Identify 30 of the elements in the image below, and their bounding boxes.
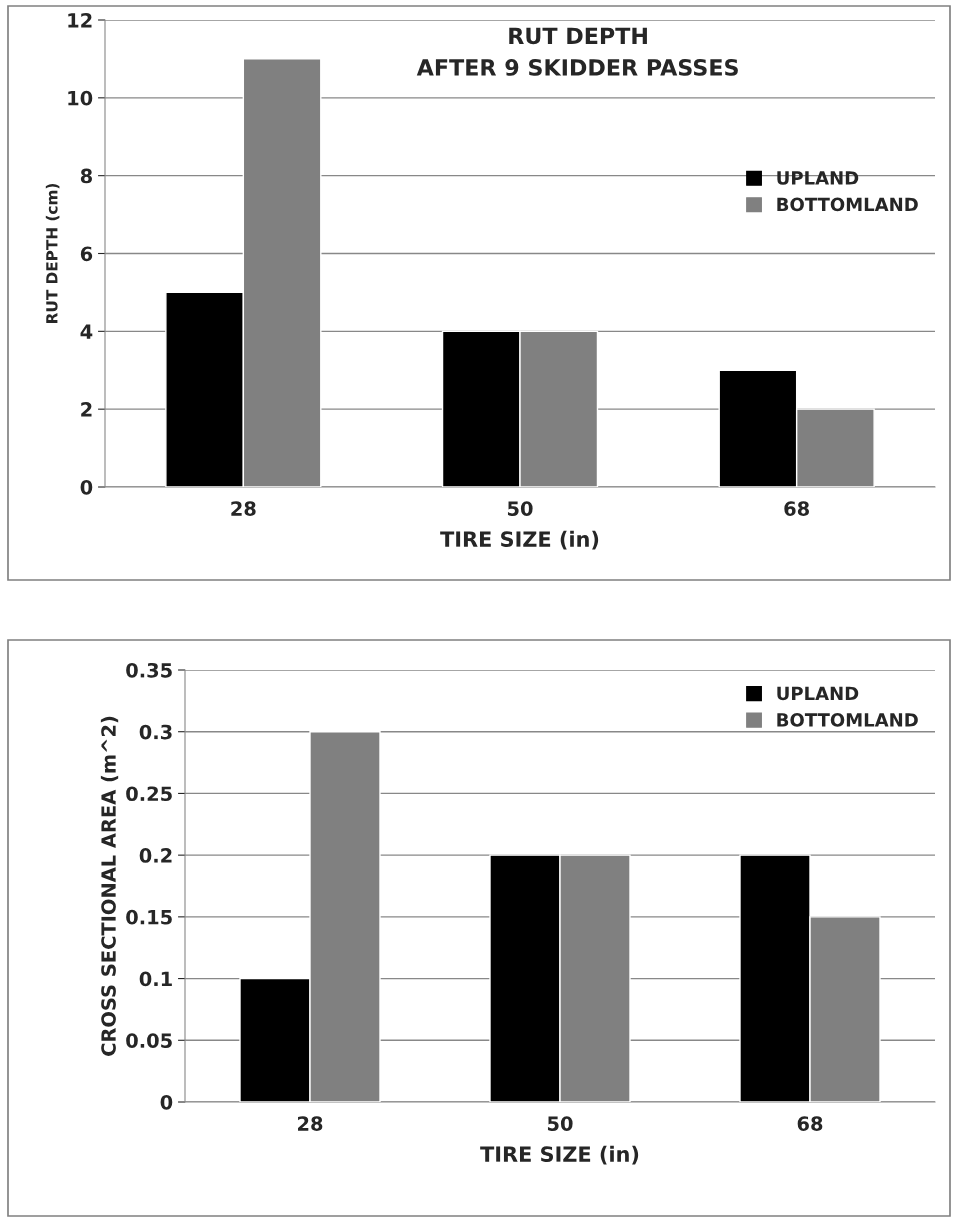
text: RUT DEPTH AFTER 9 SKIDDER PASSES <box>416 27 738 76</box>
x-tick-label: 50 <box>507 501 533 516</box>
legend-label: UPLAND <box>777 171 859 185</box>
y-tick-label: 0 <box>160 1094 173 1110</box>
y-axis-title: CROSS SECTIONAL AREA (m^2) <box>100 716 119 1056</box>
y-tick-label: 0.2 <box>139 848 172 863</box>
y-tick-label: 4 <box>80 324 93 339</box>
legend-label: UPLAND <box>777 686 859 701</box>
y-tick-label: 0.15 <box>126 909 172 925</box>
x-tick-label: 50 <box>547 1116 573 1131</box>
legend-label: BOTTOMLAND <box>777 713 918 727</box>
x-tick-label: 68 <box>797 1116 823 1131</box>
y-tick-label: 0.1 <box>139 971 172 987</box>
x-tick-label: 68 <box>784 501 809 516</box>
legend-label: BOTTOMLAND <box>777 197 918 212</box>
y-tick-label: 0.25 <box>126 786 172 802</box>
y-tick-label: 0.35 <box>126 662 172 678</box>
x-tick-label: 28 <box>298 1116 323 1131</box>
y-tick-label: 0 <box>80 479 93 495</box>
y-tick-label: 6 <box>80 246 93 262</box>
y-tick-label: 2 <box>81 402 92 417</box>
y-tick-label: 0.3 <box>139 724 172 740</box>
y-tick-label: 12 <box>68 12 92 28</box>
y-tick-label: 0.05 <box>126 1033 172 1048</box>
y-axis-title: RUT DEPTH (cm) <box>45 183 60 323</box>
x-axis-title: TIRE SIZE (in) <box>440 530 599 550</box>
x-axis-title: TIRE SIZE (in) <box>480 1145 639 1165</box>
y-tick-label: 10 <box>68 90 93 106</box>
x-tick-label: 28 <box>231 501 256 516</box>
y-tick-label: 8 <box>80 168 92 184</box>
